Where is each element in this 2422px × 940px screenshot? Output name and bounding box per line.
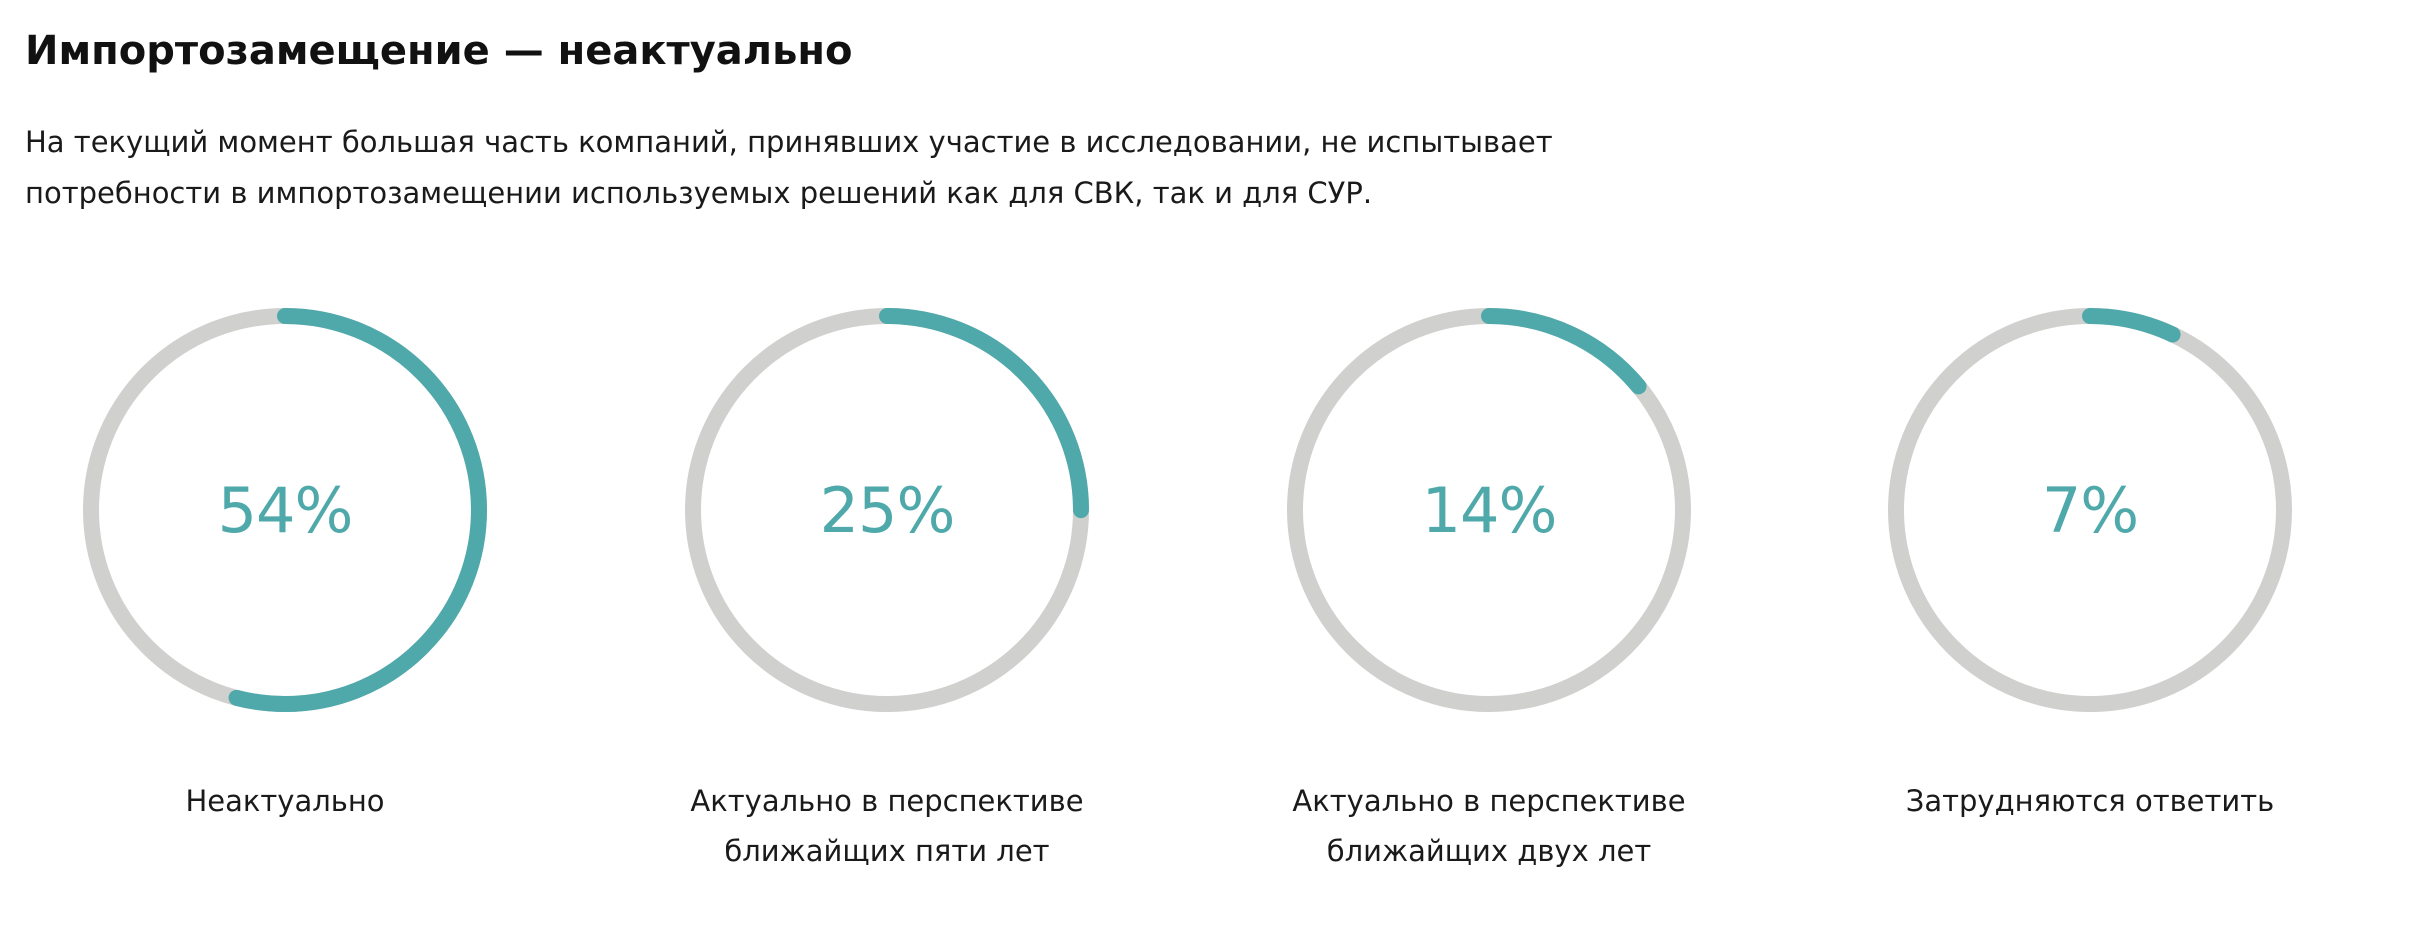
donut-caption-3: Актуально в перспективе ближайщих двух л…	[1179, 776, 1799, 876]
donut-caption-1: Неактуально	[0, 776, 595, 826]
lead-line-1: На текущий момент большая часть компаний…	[25, 125, 1553, 159]
donut-arc-2	[685, 308, 1089, 712]
donut-value-2: 25%	[819, 473, 956, 547]
donut-ring-3	[1287, 308, 1691, 712]
caption-1-line-1: Неактуально	[185, 784, 385, 818]
donut-value-3: 14%	[1421, 473, 1558, 547]
donut-value-1: 54%	[217, 473, 354, 547]
donut-arc-3	[1287, 308, 1691, 712]
donut-value-4: 7%	[2041, 473, 2139, 547]
donut-chart-1: 54%	[75, 300, 495, 720]
donut-caption-4: Затрудняются ответить	[1780, 776, 2400, 826]
donut-arc-1	[83, 308, 487, 712]
donut-ring-2	[685, 308, 1089, 712]
donut-ring-1	[83, 308, 487, 712]
donut-chart-3: 14%	[1279, 300, 1699, 720]
donut-chart-2: 25%	[677, 300, 1097, 720]
caption-3-line-1: Актуально в перспективе	[1292, 784, 1686, 818]
lead-line-2: потребности в импортозамещении используе…	[25, 176, 1373, 210]
donut-chart-4: 7%	[1880, 300, 2300, 720]
page-title: Импортозамещение — неактуально	[25, 28, 853, 74]
donut-caption-2: Актуально в перспективе ближайщих пяти л…	[577, 776, 1197, 876]
caption-2-line-1: Актуально в перспективе	[690, 784, 1084, 818]
caption-4-line-1: Затрудняются ответить	[1905, 784, 2275, 818]
caption-2-line-2: ближайщих пяти лет	[724, 834, 1050, 868]
lead-paragraph: На текущий момент большая часть компаний…	[25, 117, 1725, 219]
donut-arc-4	[1888, 308, 2292, 712]
caption-3-line-2: ближайщих двух лет	[1326, 834, 1652, 868]
donut-ring-4	[1888, 308, 2292, 712]
